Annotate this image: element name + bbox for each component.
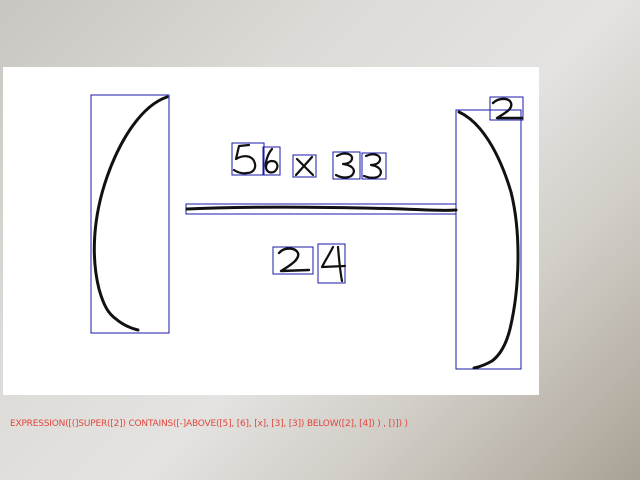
digit-6-box — [262, 146, 281, 176]
ink-layer — [90, 94, 524, 370]
times-x-box — [292, 154, 317, 178]
handwriting-canvas[interactable] — [3, 67, 539, 395]
times-x-stroke-a — [295, 157, 315, 177]
digit-2-box — [272, 246, 314, 275]
digit-6-stroke — [264, 147, 279, 174]
digit-3b-box — [361, 152, 387, 180]
right-paren-stroke — [457, 110, 520, 370]
digit-5-stroke — [232, 143, 257, 175]
digit-4-stroke-b — [336, 245, 344, 283]
digit-4-box — [317, 243, 346, 284]
left-paren-box — [90, 94, 170, 334]
digit-2-stroke — [277, 247, 311, 273]
right-paren-box — [455, 109, 522, 370]
times-x-stroke-b — [294, 155, 314, 177]
digit-3a-stroke — [334, 152, 355, 179]
superscript-2-box — [489, 96, 524, 121]
digit-3a-box — [332, 151, 361, 180]
superscript-2-stroke — [491, 97, 524, 120]
digit-5-box — [231, 142, 265, 176]
left-paren-stroke — [92, 95, 169, 332]
digit-3b-stroke — [362, 153, 382, 179]
fraction-bar-stroke — [185, 205, 458, 212]
expression-readout: EXPRESSION([(]SUPER([2]) CONTAINS([-]ABO… — [10, 419, 408, 429]
digit-4-stroke-a — [320, 245, 347, 269]
